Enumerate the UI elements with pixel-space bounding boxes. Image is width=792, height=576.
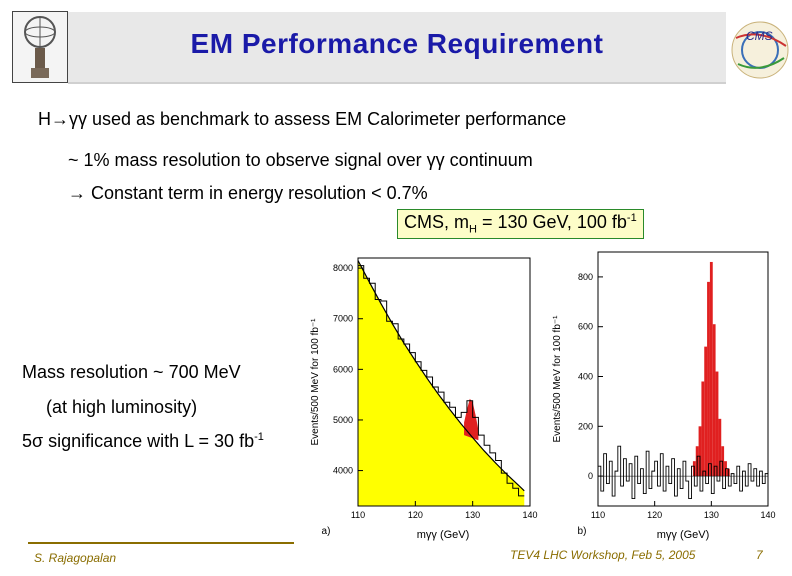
plot-a-ytick-label: 6000 [333, 364, 353, 374]
residual-histogram [597, 445, 768, 499]
plot-b-xlabel: mγγ (GeV) [657, 529, 710, 541]
plot-b-xtick-label: 130 [704, 510, 719, 520]
plot-a-ytick-label: 5000 [333, 415, 353, 425]
signal-bar [707, 281, 710, 477]
signal-bar [712, 324, 716, 477]
footer-author: S. Rajagopalan [34, 551, 117, 565]
atlas-logo [12, 11, 68, 83]
sub-bullet-constant-term: → Constant term in energy resolution < 0… [68, 183, 428, 203]
background-area [358, 260, 525, 506]
plot-b-ytick-label: 200 [578, 421, 593, 431]
plot-a-xlabel: mγγ (GeV) [417, 529, 470, 541]
title-band [68, 12, 726, 84]
signal-bar [715, 371, 719, 477]
signal-bar [701, 381, 705, 477]
plot-b: 0 200 400 600 800 110 120 130 140 mγγ (GeV) b) Even… [552, 251, 776, 541]
plot-b-ytick-label: 400 [578, 372, 593, 382]
sub-bullet-mass-resolution: ~ 1% mass resolution to observe signal o… [68, 150, 533, 170]
luminosity-text: (at high luminosity) [46, 397, 198, 417]
plot-b-ytick-label: 600 [578, 322, 593, 332]
plot-b-frame [597, 251, 769, 507]
cms-label-sub: H [469, 223, 477, 236]
plot-a-xtick-label: 130 [465, 510, 480, 520]
histogram-line [358, 265, 525, 497]
plot-a-ytick-label: 7000 [333, 314, 353, 324]
footer-rule [28, 542, 294, 544]
mass-resolution-text: Mass resolution ~ 700 MeV [22, 362, 241, 382]
plot-b-xtick-label: 120 [647, 510, 662, 520]
page-number: 7 [756, 548, 763, 562]
cms-label-pre: CMS, m [404, 212, 469, 232]
signal-bar [718, 418, 722, 477]
signal-peak [464, 398, 479, 441]
slide-title: EM Performance Requirement [190, 28, 604, 59]
plot-b-ylabel: Events/500 MeV for 100 fb⁻¹ [552, 315, 563, 443]
signal-bar [709, 261, 713, 477]
cms-logo-text: CMS [746, 29, 773, 43]
plot-b-panel-label: b) [578, 526, 587, 537]
plot-b-ytick-label: 0 [588, 471, 593, 481]
plot-a-panel-label: a) [322, 526, 331, 537]
plot-b-xtick-label: 140 [760, 510, 775, 520]
plot-a-xtick-label: 110 [351, 510, 365, 520]
bullet-main: H→γγ used as benchmark to assess EM Calo… [38, 109, 567, 129]
plot-a-frame [357, 257, 531, 507]
plot-b-ytick-label: 800 [578, 272, 593, 282]
cms-logo-icon: CMS [731, 21, 789, 79]
plot-a-ytick-label: 4000 [333, 466, 353, 476]
plot-a-xtick-label: 120 [408, 510, 423, 520]
significance-text: 5σ significance with L = 30 fb-1 [22, 431, 264, 452]
plot-a-xtick-label: 140 [522, 510, 537, 520]
fit-curve [357, 260, 525, 492]
cms-logo: CMS [726, 18, 790, 88]
signal-bar [698, 426, 702, 477]
atlas-figure-icon [24, 16, 56, 78]
plot-a-ytick-label: 8000 [333, 263, 353, 273]
plot-a: 4000 5000 6000 7000 8000 110 120 130 140 mγγ (GeV… [310, 257, 538, 541]
cms-label-mid: = 130 GeV, 100 fb [476, 212, 627, 232]
cms-conditions-label: CMS, mH = 130 GeV, 100 fb-1 [397, 209, 644, 239]
footer-event: TEV4 LHC Workshop, Feb 5, 2005 [510, 548, 696, 562]
plot-a-ylabel: Events/500 MeV for 100 fb⁻¹ [310, 318, 321, 446]
plot-b-xtick-label: 110 [591, 510, 605, 520]
significance-sup: -1 [254, 431, 264, 443]
significance-main: 5σ significance with L = 30 fb [22, 431, 255, 451]
cms-label-sup: -1 [626, 212, 637, 224]
signal-bar [704, 346, 708, 477]
